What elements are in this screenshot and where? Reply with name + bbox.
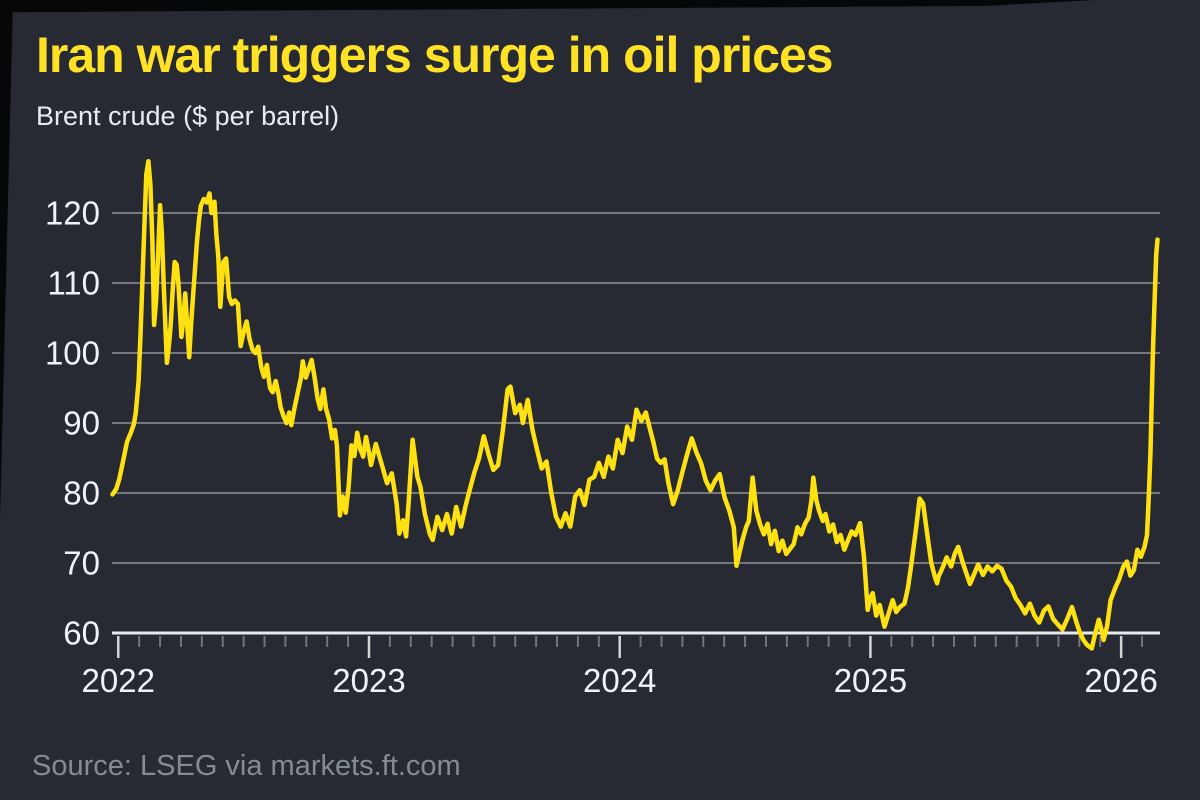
y-axis-tick-label: 90 [63,405,100,442]
source-note: Source: LSEG via markets.ft.com [32,750,461,782]
x-axis-year-label: 2023 [332,662,405,699]
x-axis-year-label: 2022 [82,662,155,699]
y-axis-tick-label: 110 [47,265,100,302]
chart-subtitle: Brent crude ($ per barrel) [36,101,340,131]
x-axis-year-label: 2025 [834,662,907,699]
y-axis-tick-label: 120 [45,195,100,232]
y-axis-tick-label: 70 [63,545,100,582]
chart-title: Iran war triggers surge in oil prices [36,27,834,83]
y-axis-tick-label: 80 [63,475,100,512]
y-axis-tick-label: 100 [45,335,100,372]
x-axis-year-label: 2026 [1084,662,1157,699]
price-line [110,158,1160,651]
x-axis-year-label: 2024 [583,662,656,699]
y-axis-tick-label: 60 [63,615,100,652]
